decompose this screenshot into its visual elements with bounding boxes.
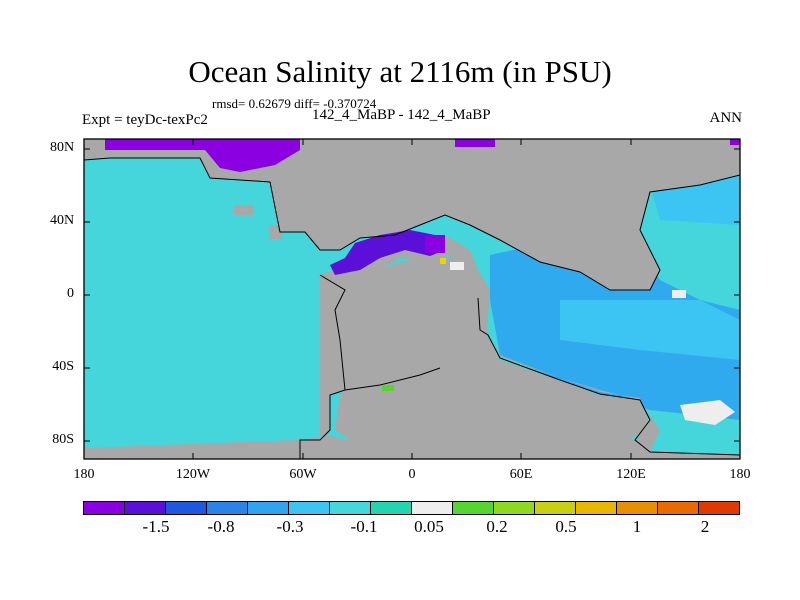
x-tick-label: 120W <box>175 467 211 482</box>
colorbar-label: 0.5 <box>555 517 577 536</box>
x-tick-label: 60W <box>289 467 317 482</box>
y-tick-label: 80N <box>50 140 75 155</box>
colorbar-box <box>329 501 371 515</box>
colorbar-label: 0.2 <box>486 517 508 536</box>
tethys-anomaly <box>330 230 445 275</box>
x-tick-label: 120E <box>616 467 646 482</box>
ocean-band <box>560 300 740 360</box>
y-tick-label: 40S <box>52 359 74 374</box>
positive-patch-yellow <box>440 258 446 264</box>
arctic-anomaly <box>105 139 300 172</box>
coastline <box>84 157 740 459</box>
x-tick-label: 180 <box>729 467 751 482</box>
colorbar-box <box>657 501 699 515</box>
colorbar-label: 2 <box>700 517 710 536</box>
tethys-anomaly-strong <box>425 235 445 253</box>
colorbar-box <box>575 501 617 515</box>
colorbar-box <box>247 501 289 515</box>
colorbar-label: -0.3 <box>276 517 304 536</box>
rmsd-diff-stats: rmsd= 0.62679 diff= -0.370724 <box>212 96 377 111</box>
colorbar-box <box>165 501 207 515</box>
positive-patch <box>382 385 394 391</box>
colorbar-box <box>124 501 166 515</box>
colorbar-box <box>493 501 535 515</box>
colorbar-label: -0.1 <box>350 517 378 536</box>
y-tick-label: 80S <box>52 432 74 447</box>
colorbar-box <box>411 501 453 515</box>
y-tick-label: 40N <box>50 213 75 228</box>
colorbar-label: -1.5 <box>142 517 170 536</box>
colorbar-label: -0.8 <box>207 517 235 536</box>
arctic-anomaly-corner <box>730 139 740 145</box>
plot-title: Ocean Salinity at 2116m (in PSU) <box>188 54 612 89</box>
colorbar-box <box>288 501 330 515</box>
near-zero-patch-1 <box>450 262 464 270</box>
x-tick-label: 60E <box>509 467 533 482</box>
colorbar-box <box>616 501 658 515</box>
colorbar-box <box>83 501 125 515</box>
x-tick-label: 0 <box>408 467 416 482</box>
landmass-south-center <box>335 255 650 445</box>
colorbar-label: 1 <box>632 517 642 536</box>
colorbar-box <box>698 501 740 515</box>
period-label: 142_4_MaBP - 142_4_MaBP <box>312 107 491 123</box>
y-tick-label: 0 <box>67 286 74 301</box>
experiment-label: Expt = teyDc-texPc2 <box>82 112 208 128</box>
season-label: ANN <box>709 110 743 126</box>
colorbar-label: 0.05 <box>414 517 444 536</box>
x-tick-label: 180 <box>73 467 95 482</box>
colorbar-box <box>206 501 248 515</box>
near-zero-patch-2 <box>672 290 686 298</box>
arctic-anomaly-east <box>455 139 495 147</box>
colorbar <box>83 501 740 515</box>
colorbar-box <box>534 501 576 515</box>
colorbar-box <box>370 501 412 515</box>
island-small-1 <box>234 205 254 215</box>
landmass-north-america <box>84 139 740 290</box>
near-zero-patch-3 <box>680 400 735 425</box>
landmass-bottom-left <box>84 440 300 459</box>
colorbar-box <box>452 501 494 515</box>
